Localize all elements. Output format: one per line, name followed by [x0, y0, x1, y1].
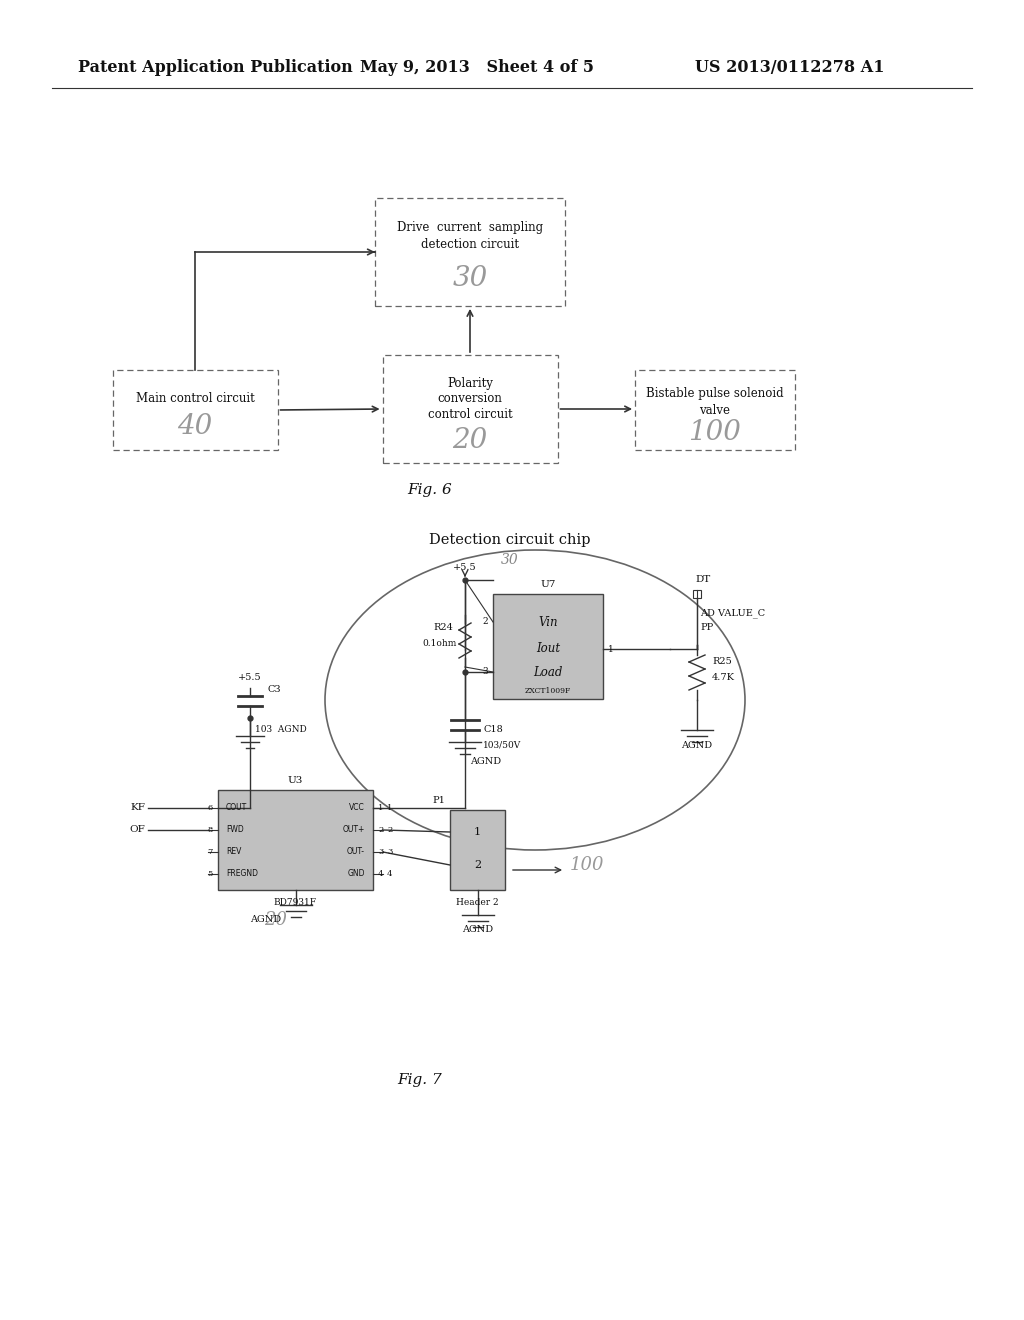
Text: AGND: AGND: [470, 758, 501, 767]
Text: 30: 30: [501, 553, 519, 568]
Bar: [493, 594, 603, 700]
Text: conversion: conversion: [437, 392, 503, 405]
Text: 20: 20: [453, 428, 487, 454]
Text: 2: 2: [482, 618, 488, 627]
Text: Load: Load: [534, 665, 562, 678]
Text: ZXCT1009F: ZXCT1009F: [525, 686, 571, 696]
Text: Patent Application Publication: Patent Application Publication: [78, 59, 352, 77]
Text: detection circuit: detection circuit: [421, 238, 519, 251]
Text: 40: 40: [177, 412, 213, 440]
Text: 8: 8: [208, 826, 213, 834]
Text: AD VALUE_C: AD VALUE_C: [700, 609, 765, 618]
Text: 100: 100: [688, 418, 741, 446]
Text: GND: GND: [347, 870, 365, 879]
Text: +5.5: +5.5: [239, 673, 262, 682]
Text: Iout: Iout: [536, 643, 560, 656]
Text: control circuit: control circuit: [428, 408, 512, 421]
Text: C3: C3: [268, 685, 282, 694]
Text: FREGND: FREGND: [226, 870, 258, 879]
Text: Vin: Vin: [539, 615, 558, 628]
Text: 4: 4: [378, 870, 384, 878]
Text: AGND: AGND: [462, 925, 494, 935]
Text: 3: 3: [387, 847, 392, 855]
Bar: [383, 355, 557, 463]
Text: 1: 1: [608, 644, 613, 653]
Bar: [113, 370, 278, 450]
Text: Fig. 6: Fig. 6: [408, 483, 453, 498]
Text: 6: 6: [208, 804, 213, 812]
Text: Bistable pulse solenoid: Bistable pulse solenoid: [646, 388, 783, 400]
Text: AGND: AGND: [681, 742, 713, 751]
Text: 20: 20: [264, 911, 287, 929]
Text: 30: 30: [453, 264, 487, 292]
Text: 4: 4: [387, 870, 392, 878]
Text: 103/50V: 103/50V: [483, 741, 521, 750]
Text: C18: C18: [483, 726, 503, 734]
Text: 5: 5: [208, 870, 213, 878]
Text: 103  AGND: 103 AGND: [255, 726, 307, 734]
Text: 2: 2: [387, 826, 392, 834]
Text: DT: DT: [695, 576, 711, 585]
Text: OF: OF: [129, 825, 145, 834]
Text: Fig. 7: Fig. 7: [397, 1073, 442, 1086]
Text: 2: 2: [378, 826, 383, 834]
Text: valve: valve: [699, 404, 730, 417]
Text: 3: 3: [378, 847, 383, 855]
Text: OUT-: OUT-: [347, 847, 365, 857]
Text: Polarity: Polarity: [447, 376, 493, 389]
Text: Header 2: Header 2: [456, 898, 499, 907]
Text: BD7931F: BD7931F: [274, 898, 317, 907]
Text: 4.7K: 4.7K: [712, 673, 735, 682]
Text: 3: 3: [482, 668, 488, 676]
Text: 1: 1: [378, 804, 383, 812]
Text: 1: 1: [474, 828, 481, 837]
Bar: [635, 370, 795, 450]
Text: 2: 2: [474, 861, 481, 870]
Bar: [693, 590, 701, 598]
Text: OUT+: OUT+: [343, 825, 365, 834]
Text: R24: R24: [433, 623, 453, 631]
Text: KF: KF: [130, 804, 145, 813]
Text: Main control circuit: Main control circuit: [135, 392, 254, 404]
Text: 7: 7: [208, 847, 213, 855]
Bar: [450, 810, 505, 890]
Text: COUT: COUT: [226, 804, 247, 813]
Text: P1: P1: [432, 796, 445, 805]
Text: 1: 1: [387, 804, 392, 812]
Text: Detection circuit chip: Detection circuit chip: [429, 533, 591, 546]
Text: U3: U3: [288, 776, 303, 785]
Text: U7: U7: [541, 579, 556, 589]
Text: AGND: AGND: [250, 916, 281, 924]
Text: 100: 100: [570, 855, 604, 874]
Text: R25: R25: [712, 657, 732, 667]
Bar: [375, 198, 565, 306]
Text: +5.5: +5.5: [454, 564, 477, 573]
Text: 0.1ohm: 0.1ohm: [423, 639, 457, 648]
Text: PP: PP: [700, 623, 714, 632]
Text: REV: REV: [226, 847, 242, 857]
Text: VCC: VCC: [349, 804, 365, 813]
Text: US 2013/0112278 A1: US 2013/0112278 A1: [695, 59, 885, 77]
Text: FWD: FWD: [226, 825, 244, 834]
Text: May 9, 2013   Sheet 4 of 5: May 9, 2013 Sheet 4 of 5: [360, 59, 594, 77]
Bar: [218, 789, 373, 890]
Text: Drive  current  sampling: Drive current sampling: [397, 222, 543, 235]
